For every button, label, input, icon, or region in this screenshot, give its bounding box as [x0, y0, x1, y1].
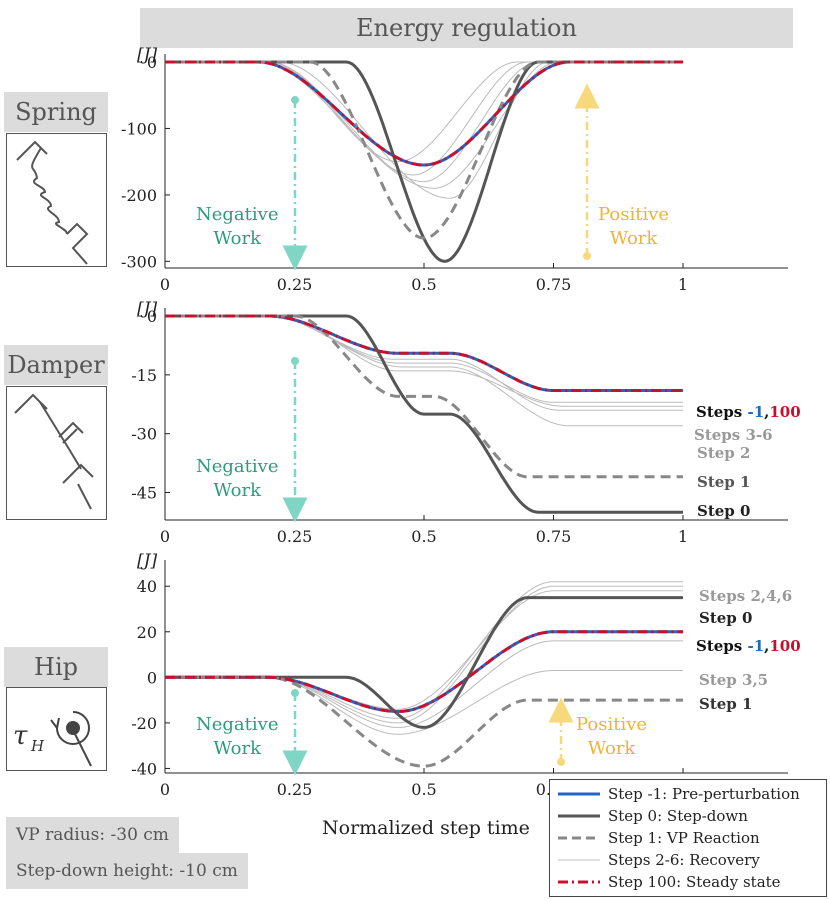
y-tick-label: -15 — [131, 366, 157, 385]
x-tick-label: 1 — [678, 527, 688, 546]
y-unit-label: [J] — [137, 45, 157, 65]
recovery-step-line — [165, 61, 683, 199]
y-tick-label: -40 — [131, 759, 157, 778]
y-tick-label: -100 — [121, 119, 157, 138]
stepdown-height-note: Step-down height: -10 cm — [6, 853, 248, 889]
damper-label-step1: Step 1 — [697, 473, 751, 491]
damper-negative-work-arrow-origin — [291, 357, 299, 365]
tau-subscript: H — [30, 737, 45, 755]
spring-negative-work-label: Negative Work — [196, 204, 279, 249]
y-tick-label: 20 — [137, 623, 157, 642]
x-tick-label: 0.75 — [536, 527, 572, 546]
hip-positive-work-label: Positive Work — [576, 714, 648, 759]
y-tick-label: -20 — [131, 714, 157, 733]
legend-item: Step 0: Step-down — [558, 807, 748, 825]
hip-label-steps35: Step 3,5 — [699, 671, 769, 689]
spring-icon — [6, 133, 107, 267]
recovery-step-line — [165, 61, 683, 176]
hip-label-step1: Step 1 — [699, 695, 753, 713]
legend-item: Step 1: VP Reaction — [558, 829, 760, 847]
x-tick-label: 0 — [160, 780, 170, 799]
series-line-step-100 — [165, 630, 683, 713]
recovery-step-line — [165, 585, 683, 724]
y-tick-label: 0 — [147, 307, 157, 326]
recovery-step-line — [165, 581, 683, 719]
x-tick-label: 0 — [160, 275, 170, 294]
x-tick-label: 0.5 — [411, 780, 436, 799]
x-tick-label: 0.25 — [277, 275, 313, 294]
y-tick-label: -200 — [121, 186, 157, 205]
series-line-step-1 — [165, 314, 683, 479]
recovery-step-line — [165, 61, 683, 163]
hip-negative-work-arrow-origin — [291, 689, 299, 697]
damper-label-step2: Step 2 — [697, 444, 751, 462]
spring-negative-work-arrow-origin — [291, 96, 299, 104]
tau-symbol: τ — [13, 721, 28, 751]
legend-item: Step 100: Steady state — [558, 873, 781, 891]
legend-item: Steps 2-6: Recovery — [558, 851, 760, 869]
y-tick-label: -30 — [131, 425, 157, 444]
y-unit-label: [J] — [137, 299, 157, 319]
x-tick-label: 0 — [160, 527, 170, 546]
x-tick-label: 0.75 — [536, 275, 572, 294]
spring-positive-work-arrow-origin — [583, 252, 591, 260]
damper-negative-work-label: Negative Work — [196, 456, 279, 501]
hip-label-steps246: Steps 2,4,6 — [699, 587, 793, 605]
x-tick-label: 0.5 — [411, 527, 436, 546]
x-tick-label: 0.5 — [411, 275, 436, 294]
hip-label: Hip — [4, 647, 108, 687]
spring-label: Spring — [4, 92, 108, 132]
hip-positive-work-arrow-origin — [557, 758, 565, 766]
x-tick-label: 0.25 — [277, 780, 313, 799]
damper-label: Damper — [4, 345, 108, 385]
hip-label-step0: Step 0 — [699, 609, 753, 627]
recovery-step-line — [165, 315, 683, 407]
hip-torque-icon: τ H — [6, 687, 107, 771]
y-tick-label: -300 — [121, 252, 157, 271]
damper-label-steps36: Steps 3-6 — [694, 426, 773, 444]
recovery-step-line — [165, 61, 683, 189]
y-unit-label: [J] — [137, 551, 157, 571]
legend: Step -1: Pre-perturbation Step 0: Step-d… — [549, 779, 827, 897]
x-tick-label: 0.25 — [277, 527, 313, 546]
vp-radius-note: VP radius: -30 cm — [6, 817, 179, 853]
damper-label-step0: Step 0 — [697, 502, 751, 520]
damper-panel: 0 -15 -30 -45 0 0.25 0.5 0.75 1 [J] — [131, 299, 788, 546]
damper-icon — [6, 386, 107, 520]
series-line-step-100 — [165, 314, 683, 392]
x-axis-label: Normalized step time — [322, 817, 530, 839]
y-tick-label: 0 — [147, 53, 157, 72]
chart-title: Energy regulation — [140, 8, 793, 48]
recovery-step-line — [165, 590, 683, 710]
x-tick-label: 1 — [678, 275, 688, 294]
series-line-step-100 — [165, 60, 683, 167]
hip-label-steps-neg1-100: Steps -1,100 — [696, 637, 801, 655]
hip-negative-work-label: Negative Work — [196, 714, 279, 759]
spring-positive-work-label: Positive Work — [598, 204, 670, 249]
y-tick-label: 40 — [137, 577, 157, 596]
y-tick-label: -45 — [131, 484, 157, 503]
legend-item: Step -1: Pre-perturbation — [558, 785, 800, 803]
y-tick-label: 0 — [147, 668, 157, 687]
damper-label-steps-neg1-100: Steps -1,100 — [696, 403, 801, 421]
